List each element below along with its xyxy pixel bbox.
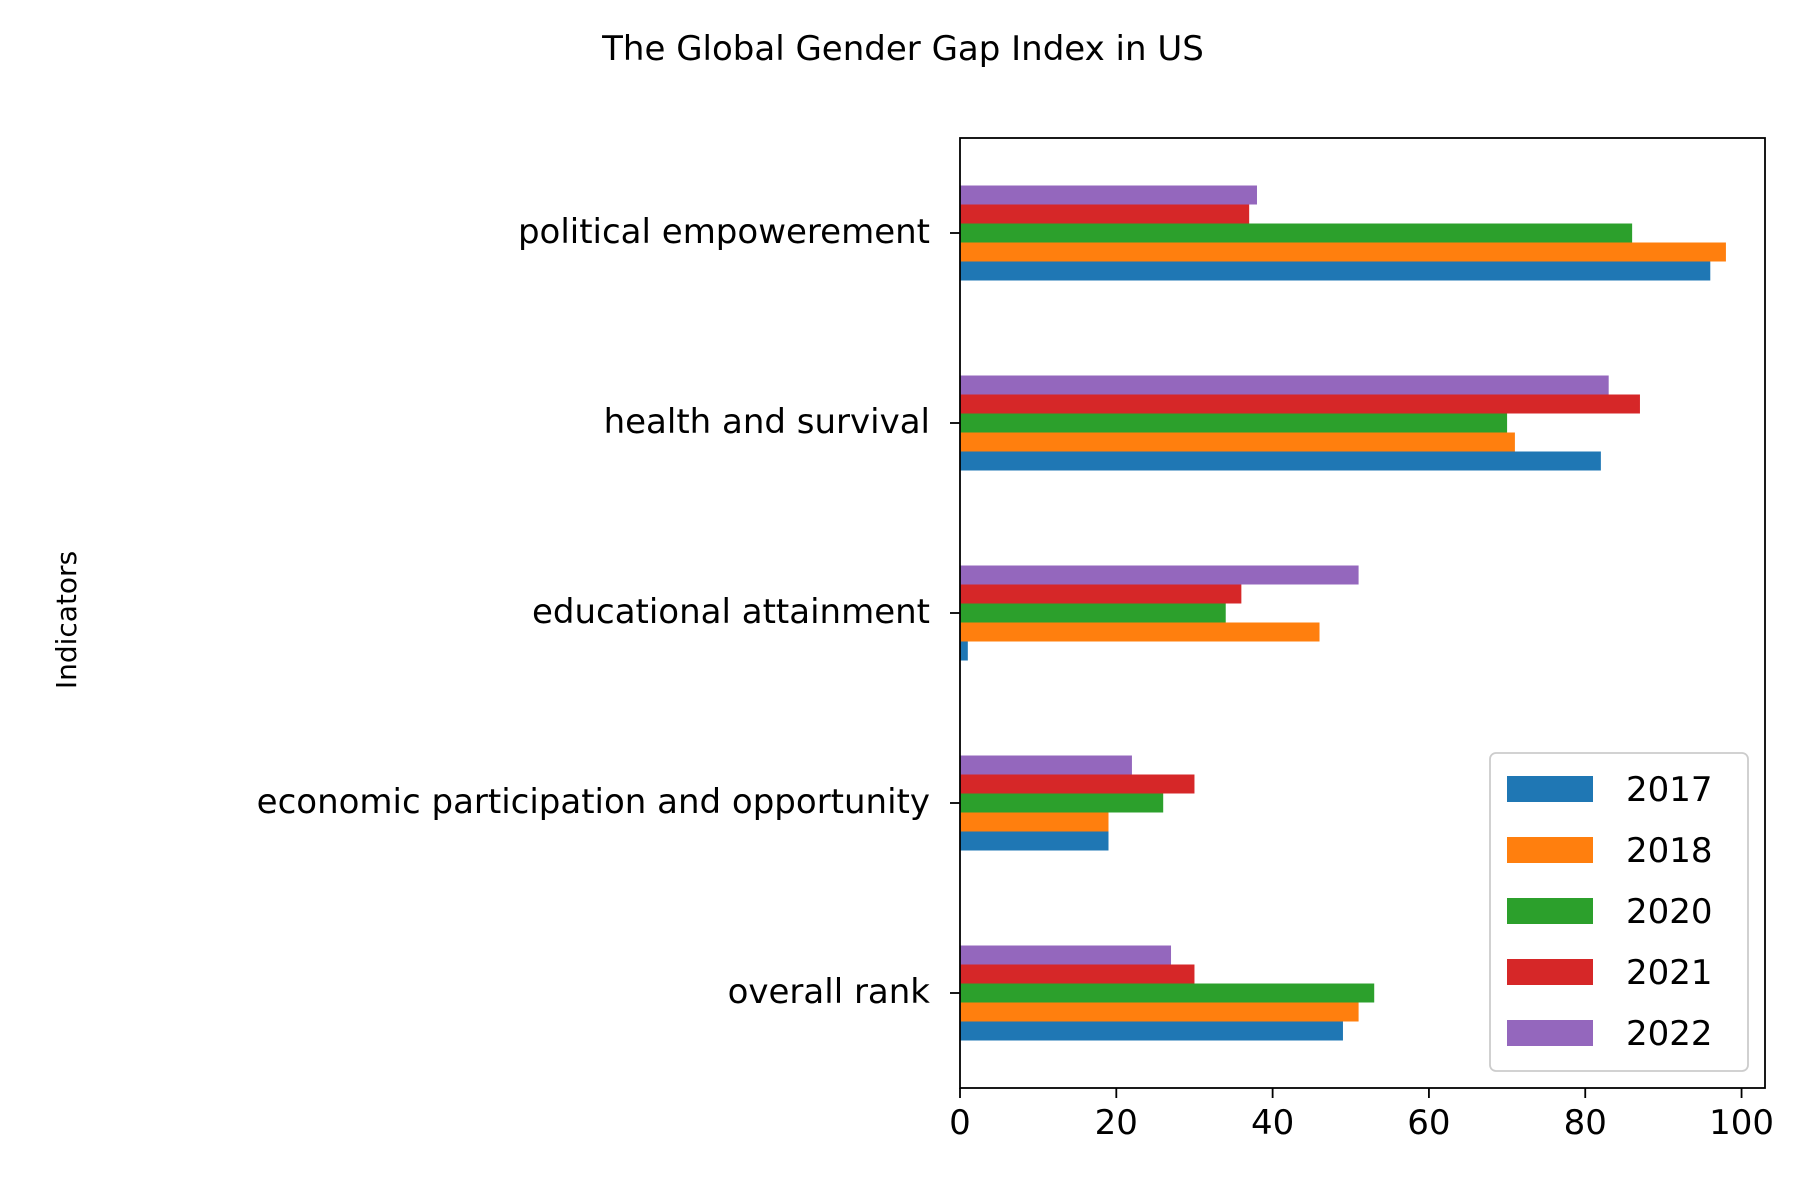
y-tick-label: health and survival	[604, 402, 930, 442]
bar-2022-1	[960, 755, 1132, 775]
bar-2021-3	[960, 394, 1640, 414]
bar-2021-2	[960, 584, 1242, 604]
bar-2017-2	[960, 641, 968, 661]
bar-2020-3	[960, 413, 1508, 433]
bar-2020-4	[960, 223, 1633, 243]
legend-swatch-2020	[1507, 898, 1593, 924]
bar-2018-3	[960, 432, 1515, 452]
bar-2022-2	[960, 565, 1359, 585]
y-axis-ticks: overall rank economic participation and o…	[257, 212, 960, 1012]
series-2018	[960, 242, 1726, 1022]
legend-label-2020: 2020	[1626, 892, 1713, 932]
x-tick-label: 40	[1251, 1103, 1294, 1143]
legend-frame	[1489, 752, 1749, 1072]
chart-title: The Global Gender Gap Index in US	[601, 29, 1204, 69]
bar-2017-1	[960, 831, 1109, 851]
series-2017	[960, 261, 1711, 1041]
bar-2020-2	[960, 603, 1226, 623]
series-2020	[960, 223, 1633, 1003]
legend-label-2021: 2021	[1626, 953, 1713, 993]
y-tick-label: overall rank	[728, 972, 931, 1012]
series-2022	[960, 185, 1609, 965]
x-tick-label: 20	[1095, 1103, 1138, 1143]
legend-swatch-2021	[1507, 959, 1593, 985]
bar-2018-0	[960, 1002, 1359, 1022]
bar-2020-1	[960, 793, 1164, 813]
legend-swatch-2022	[1507, 1020, 1593, 1046]
x-tick-label: 0	[949, 1103, 971, 1143]
series-2021	[960, 204, 1640, 984]
legend-label-2022: 2022	[1626, 1014, 1713, 1054]
y-tick-label: economic participation and opportunity	[257, 782, 930, 822]
bar-2017-3	[960, 451, 1601, 471]
bar-2018-2	[960, 622, 1320, 642]
y-tick-label: educational attainment	[532, 592, 930, 632]
bar-2022-4	[960, 185, 1257, 205]
legend-swatch-2017	[1507, 776, 1593, 802]
bar-2020-0	[960, 983, 1375, 1003]
x-tick-label: 80	[1564, 1103, 1607, 1143]
bar-2018-1	[960, 812, 1109, 832]
bar-2021-0	[960, 964, 1195, 984]
legend: 2017 2018 2020 2021 2022	[1489, 752, 1749, 1072]
bar-2021-4	[960, 204, 1250, 224]
bar-2017-4	[960, 261, 1711, 281]
bars-layer	[960, 185, 1726, 1041]
y-axis-label: Indicators	[50, 551, 83, 689]
bar-2018-4	[960, 242, 1726, 262]
legend-label-2017: 2017	[1626, 770, 1713, 810]
y-tick-label: political empowerement	[518, 212, 930, 252]
bar-2022-3	[960, 375, 1609, 395]
bar-2021-1	[960, 774, 1195, 794]
bar-2022-0	[960, 945, 1172, 965]
bar-2017-0	[960, 1021, 1343, 1041]
x-tick-label: 100	[1709, 1103, 1774, 1143]
legend-label-2018: 2018	[1626, 831, 1713, 871]
x-tick-label: 60	[1407, 1103, 1450, 1143]
legend-swatch-2018	[1507, 837, 1593, 863]
x-axis-ticks: 0 20 40 60 80 100	[949, 1088, 1774, 1143]
